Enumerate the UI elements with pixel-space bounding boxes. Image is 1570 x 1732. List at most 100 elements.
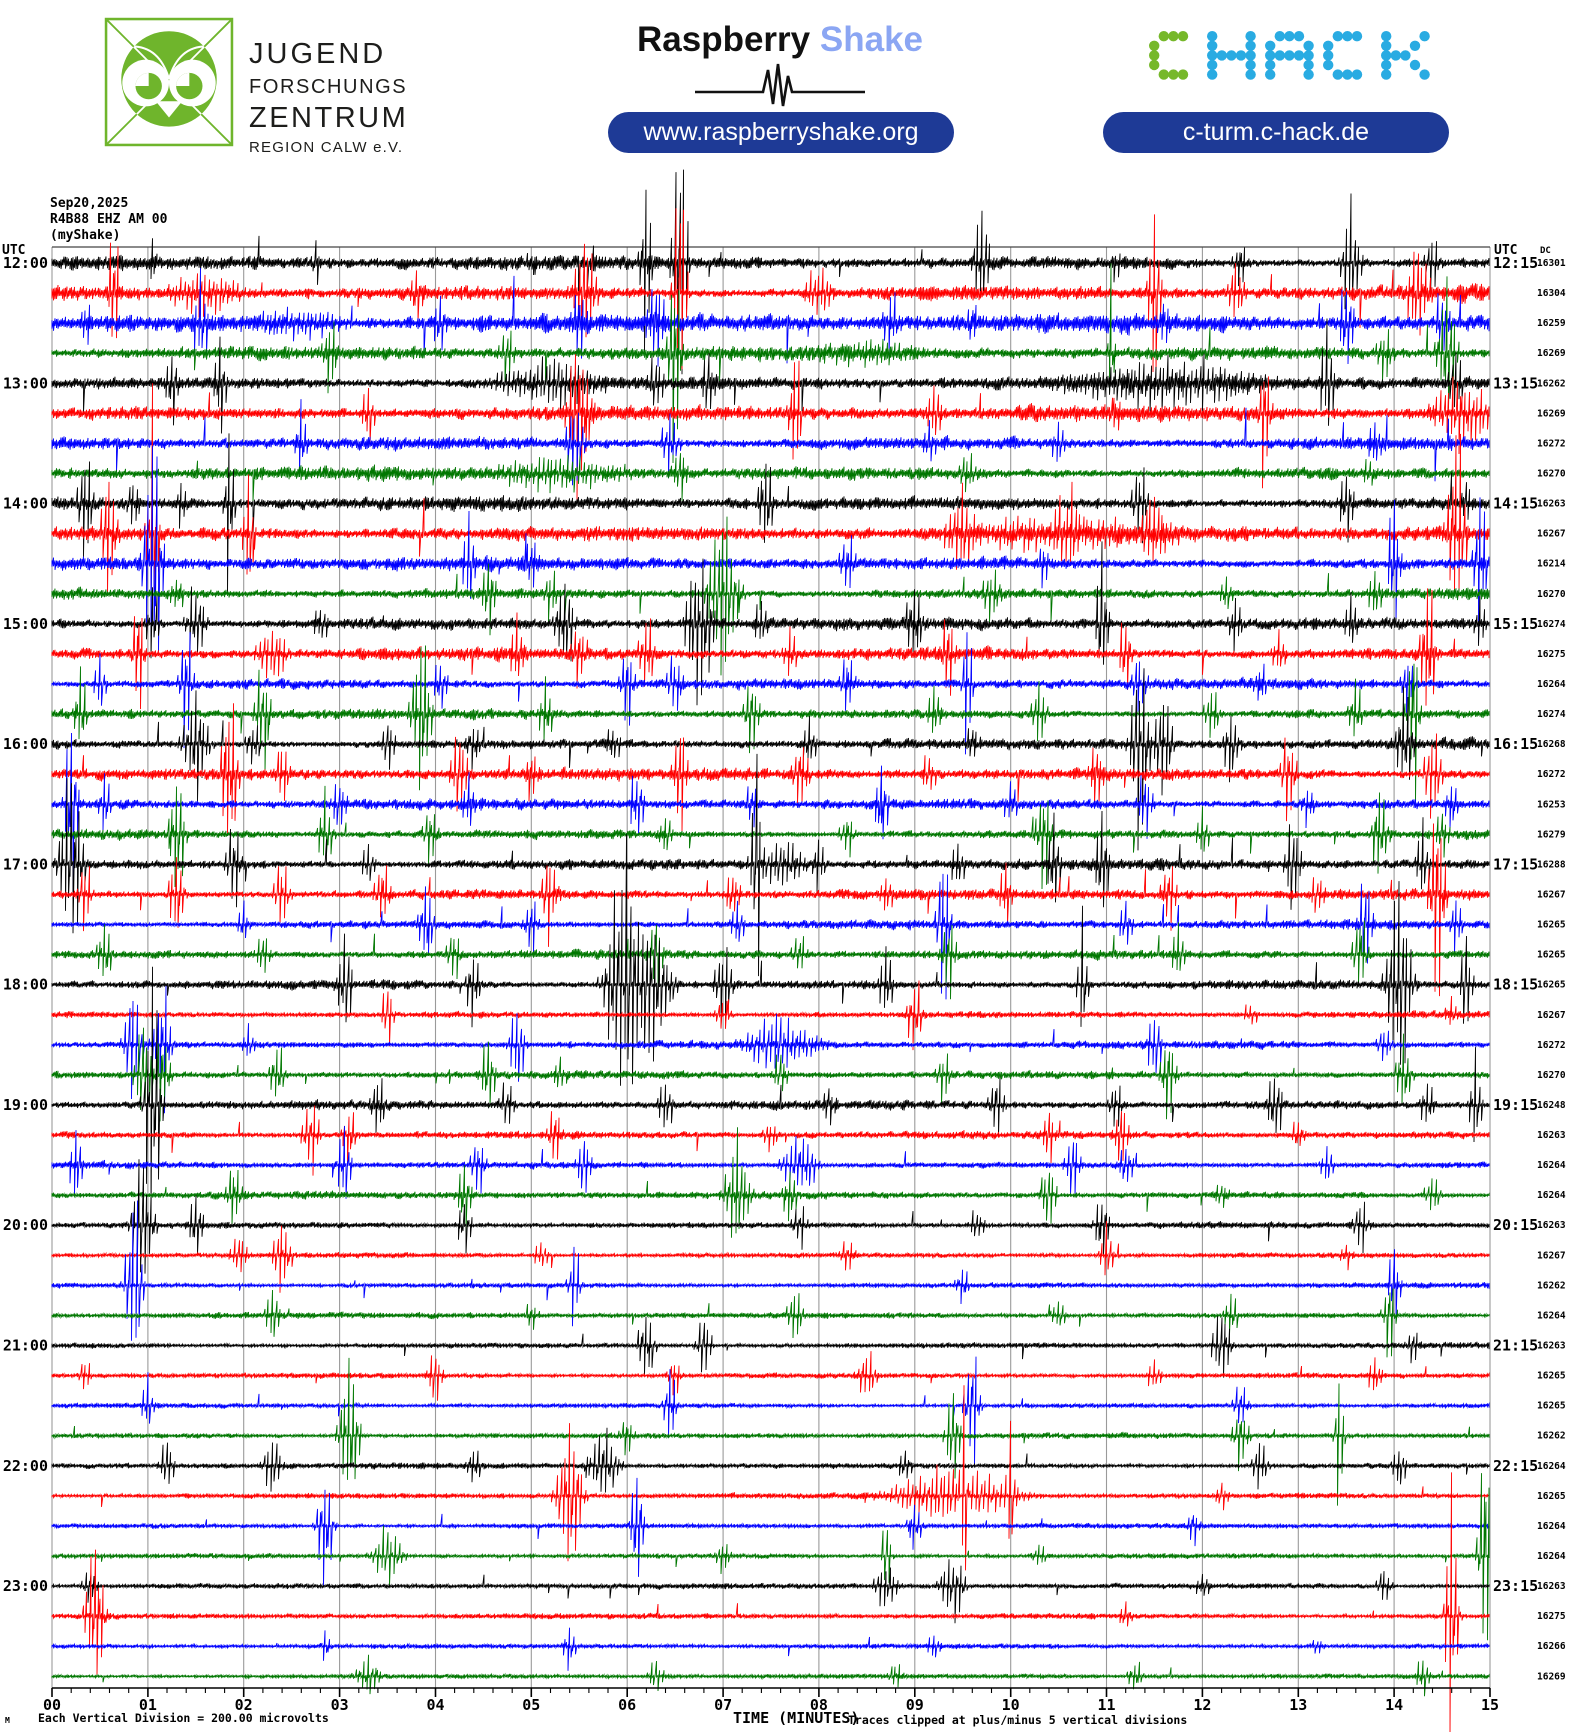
row-dc-value: 16265 [1537, 1401, 1566, 1412]
trace-row [51, 1288, 1490, 1358]
trace-row [51, 1127, 1490, 1238]
seismic-wave-icon [695, 63, 865, 107]
trace-row [51, 1200, 1490, 1341]
row-dc-value: 16265 [1537, 920, 1566, 931]
trace-row [51, 1027, 1490, 1122]
trace-row [51, 263, 1490, 464]
trace-row [51, 1351, 1490, 1401]
row-time-label-right: 13:15 [1493, 374, 1538, 392]
raspberry-shake-wordmark: Raspberry Shake [570, 20, 990, 60]
row-dc-value: 16262 [1537, 378, 1566, 389]
corner-mark: M [5, 1716, 10, 1725]
row-time-label-left: 18:00 [3, 976, 48, 994]
row-dc-value: 16274 [1537, 619, 1566, 630]
row-time-label-right: 18:15 [1493, 976, 1538, 994]
scale-footnote: Each Vertical Division = 200.00 microvol… [38, 1711, 329, 1725]
row-dc-value: 16264 [1537, 1311, 1566, 1322]
row-dc-value: 16263 [1537, 1581, 1566, 1592]
station-id: R4B88 EHZ AM 00 [50, 212, 168, 227]
trace-row [51, 1559, 1490, 1624]
trace-row [51, 1316, 1490, 1378]
x-tick-label: 03 [331, 1696, 349, 1714]
row-dc-value: 16268 [1537, 739, 1566, 750]
row-time-label-right: 20:15 [1493, 1216, 1538, 1234]
raspberryshake-url-button[interactable]: www.raspberryshake.org [608, 112, 954, 153]
x-tick-label: 12 [1193, 1696, 1211, 1714]
row-dc-value: 16214 [1537, 559, 1566, 570]
row-time-label-left: 17:00 [3, 855, 48, 873]
owl-icon [104, 17, 234, 147]
trace-row [51, 267, 1490, 367]
x-tick-label: 13 [1289, 1696, 1307, 1714]
time-axis [51, 1687, 1491, 1697]
row-time-label-right: 14:15 [1493, 495, 1538, 513]
chack-url-button[interactable]: c-turm.c-hack.de [1103, 112, 1449, 153]
utc-label-right: UTC [1494, 243, 1518, 258]
trace-row [51, 445, 1490, 652]
row-dc-value: 16304 [1537, 288, 1566, 299]
x-tick-label: 04 [426, 1696, 444, 1714]
row-dc-value: 16269 [1537, 408, 1566, 419]
row-dc-value: 16262 [1537, 1431, 1566, 1442]
row-time-label-right: 15:15 [1493, 615, 1538, 633]
row-dc-value: 16263 [1537, 1130, 1566, 1141]
x-tick-label: 10 [1002, 1696, 1020, 1714]
row-dc-value: 16301 [1537, 258, 1566, 269]
trace-row [51, 920, 1490, 1000]
raspberry-text: Raspberry [637, 20, 811, 59]
trace-row [51, 985, 1490, 1114]
row-time-label-left: 23:00 [3, 1577, 48, 1595]
row-dc-value: 16265 [1537, 1491, 1566, 1502]
trace-row [51, 1427, 1490, 1493]
trace-row [51, 1473, 1490, 1641]
row-time-label-right: 22:15 [1493, 1457, 1538, 1475]
trace-row [51, 1477, 1490, 1588]
trace-row [51, 1385, 1490, 1571]
trace-row [51, 1356, 1490, 1467]
x-tick-label: 11 [1097, 1696, 1115, 1714]
row-time-label-left: 12:00 [3, 254, 48, 272]
row-dc-value: 16264 [1537, 1521, 1566, 1532]
row-dc-value: 16279 [1537, 829, 1566, 840]
trace-row [51, 433, 1490, 595]
row-time-label-left: 15:00 [3, 615, 48, 633]
x-tick-label: 15 [1481, 1696, 1499, 1714]
row-dc-value: 16269 [1537, 348, 1566, 359]
raspberry-shake-logo: Raspberry Shake [570, 20, 990, 110]
trace-row [51, 1627, 1490, 1671]
row-time-label-left: 21:00 [3, 1337, 48, 1355]
trace-row [51, 703, 1490, 835]
trace-row [51, 753, 1490, 977]
clip-footnote: Traces clipped at plus/minus 5 vertical … [848, 1713, 1188, 1727]
row-dc-value: 16275 [1537, 1611, 1566, 1622]
x-tick-label: 02 [235, 1696, 253, 1714]
row-dc-value: 16265 [1537, 950, 1566, 961]
trace-row [51, 1472, 1490, 1732]
row-time-label-right: 17:15 [1493, 855, 1538, 873]
trace-row [51, 1357, 1490, 1506]
x-tick-label: 01 [139, 1696, 157, 1714]
row-dc-value: 16267 [1537, 1010, 1566, 1021]
trace-row [51, 632, 1490, 755]
trace-row [51, 732, 1490, 900]
jfz-logo: JUGEND FORSCHUNGS ZENTRUM REGION CALW e.… [103, 16, 408, 155]
row-dc-value: 16267 [1537, 890, 1566, 901]
trace-row [51, 645, 1490, 803]
x-tick-label: 05 [522, 1696, 540, 1714]
trace-row [51, 1159, 1490, 1274]
row-dc-value: 16266 [1537, 1641, 1566, 1652]
trace-row [51, 354, 1490, 502]
trace-row [51, 541, 1490, 706]
row-dc-value: 16265 [1537, 980, 1566, 991]
trace-row [51, 588, 1490, 710]
trace-row [51, 823, 1490, 997]
row-time-label-left: 14:00 [3, 495, 48, 513]
utc-label-left: UTC [2, 243, 26, 258]
row-dc-value: 16264 [1537, 1551, 1566, 1562]
station-network: (myShake) [50, 228, 121, 243]
row-time-label-left: 20:00 [3, 1216, 48, 1234]
trace-row [51, 873, 1490, 1000]
x-tick-label: 00 [43, 1696, 61, 1714]
trace-row [51, 318, 1490, 434]
